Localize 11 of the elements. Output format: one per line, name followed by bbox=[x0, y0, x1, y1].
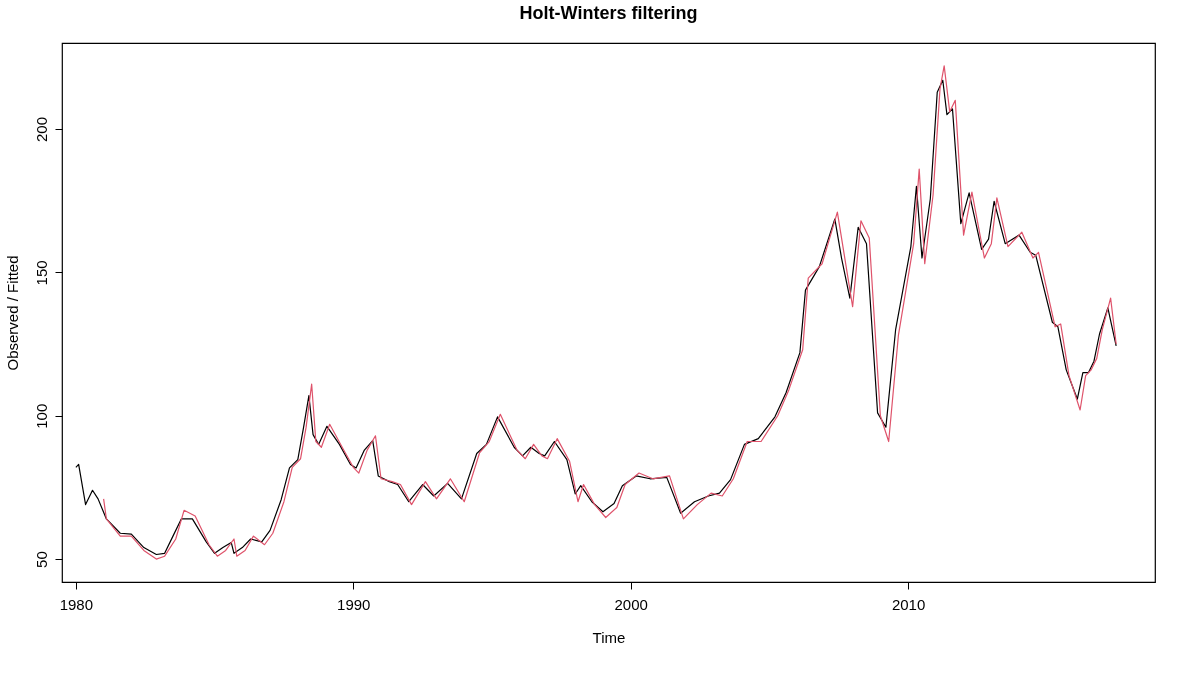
y-tick-label: 50 bbox=[32, 551, 50, 568]
y-axis-title: Observed / Fitted bbox=[3, 255, 21, 371]
y-tick-label: 150 bbox=[32, 260, 50, 286]
x-axis-title: Time bbox=[592, 628, 626, 646]
x-tick-label: 2000 bbox=[614, 595, 648, 613]
x-tick-label: 1980 bbox=[59, 595, 94, 613]
chart-title: Holt-Winters filtering bbox=[519, 3, 698, 23]
y-tick-label: 200 bbox=[32, 117, 50, 143]
x-tick-label: 1990 bbox=[337, 595, 371, 613]
x-tick-label: 2010 bbox=[891, 595, 926, 613]
y-tick-label: 100 bbox=[32, 403, 50, 429]
